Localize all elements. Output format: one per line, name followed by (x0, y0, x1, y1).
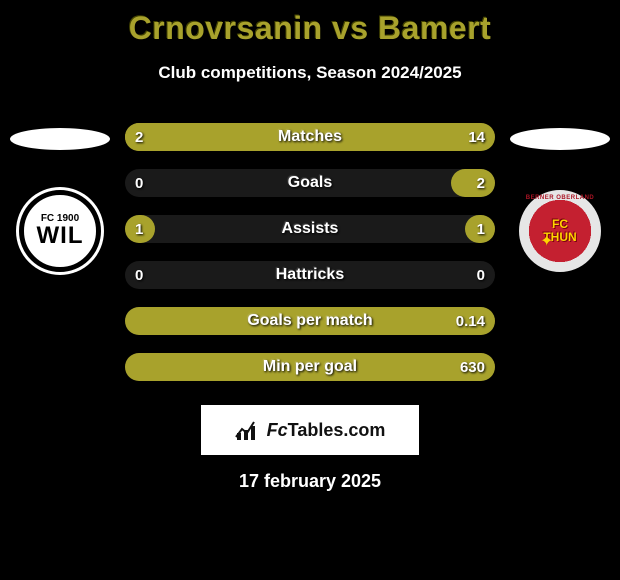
stat-value-right: 14 (468, 123, 485, 151)
stat-value-left: 1 (135, 215, 143, 243)
stat-label: Min per goal (125, 353, 495, 381)
left-player-column: FC 1900 WIL (0, 123, 120, 272)
stat-row: Goals per match0.14 (125, 307, 495, 335)
brand-prefix: Fc (267, 420, 288, 440)
stat-value-right: 0.14 (456, 307, 485, 335)
stat-row: Min per goal630 (125, 353, 495, 381)
stat-value-left: 0 (135, 169, 143, 197)
stat-label: Assists (125, 215, 495, 243)
crest-text-main: WIL (37, 224, 84, 248)
watermark-text: FcTables.com (267, 420, 386, 441)
stat-label: Goals per match (125, 307, 495, 335)
stat-label: Hattricks (125, 261, 495, 289)
stat-label: Matches (125, 123, 495, 151)
brand-rest: Tables.com (288, 420, 386, 440)
chart-icon (235, 419, 261, 441)
stat-bars: Matches214Goals02Assists11Hattricks00Goa… (125, 123, 495, 381)
page-title: Crnovrsanin vs Bamert (0, 0, 620, 47)
stat-value-right: 2 (477, 169, 485, 197)
right-club-crest: BERNER OBERLAND FC THUN ✦ (519, 190, 601, 272)
left-name-ellipse (10, 128, 110, 150)
stat-row: Goals0 2 (125, 169, 495, 197)
stat-value-right: 630 (460, 353, 485, 381)
stat-row: Matches2 14 (125, 123, 495, 151)
stat-value-right: 0 (477, 261, 485, 289)
stat-value-right: 1 (477, 215, 485, 243)
content-area: FC 1900 WIL BERNER OBERLAND FC THUN ✦ Ma… (0, 123, 620, 381)
date-text: 17 february 2025 (0, 471, 620, 492)
right-name-ellipse (510, 128, 610, 150)
stat-row: Hattricks0 0 (125, 261, 495, 289)
page-subtitle: Club competitions, Season 2024/2025 (0, 63, 620, 83)
comparison-infographic: Crnovrsanin vs Bamert Club competitions,… (0, 0, 620, 580)
stat-value-left: 0 (135, 261, 143, 289)
left-club-crest: FC 1900 WIL (19, 190, 101, 272)
star-icon: ✦ (540, 231, 553, 251)
stat-value-left: 2 (135, 123, 143, 151)
stat-label: Goals (125, 169, 495, 197)
right-player-column: BERNER OBERLAND FC THUN ✦ (500, 123, 620, 272)
stat-row: Assists1 1 (125, 215, 495, 243)
watermark-badge: FcTables.com (201, 405, 419, 455)
crest-arc-text: BERNER OBERLAND (522, 195, 598, 201)
